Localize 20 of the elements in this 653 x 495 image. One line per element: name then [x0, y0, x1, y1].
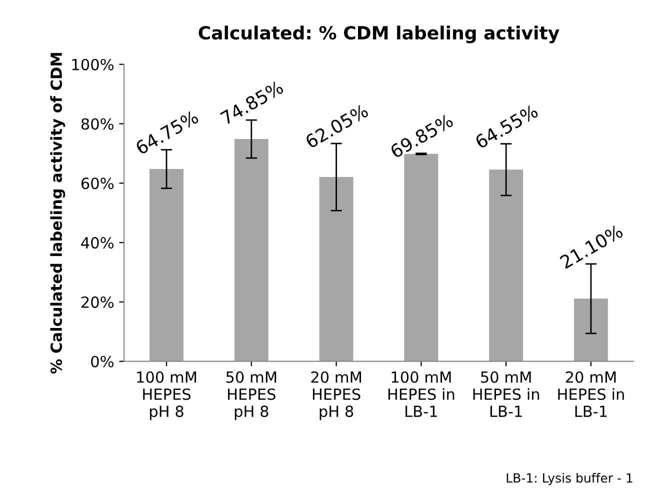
chart-title: Calculated: % CDM labeling activity: [198, 26, 560, 44]
x-tick-label: 20 mM HEPES pH 8: [311, 371, 361, 420]
x-tick-label: 20 mM HEPES in LB-1: [558, 371, 624, 417]
x-tick-label: 100 mM HEPES pH 8: [137, 371, 196, 420]
bar: [150, 169, 184, 362]
y-tick-label: 40%: [81, 237, 114, 249]
x-tick-label: 100 mM HEPES in LB-1: [388, 371, 454, 417]
y-tick-label: 100%: [72, 58, 114, 70]
bar: [574, 298, 608, 362]
y-tick-label: 0%: [91, 356, 114, 368]
bar: [319, 177, 354, 362]
y-tick-label: 80%: [81, 118, 114, 130]
bar: [489, 170, 524, 362]
x-tick-label: 50 mM HEPES pH 8: [226, 371, 276, 420]
x-tick-label: 50 mM HEPES in LB-1: [473, 371, 540, 417]
y-tick-label: 60%: [81, 178, 114, 190]
y-axis-title: % Calculated labeling activity of CDM: [50, 53, 66, 374]
bar: [234, 139, 268, 362]
y-tick-label: 20%: [82, 296, 114, 308]
text: LB-1: Lysis buffer - 1: [506, 473, 632, 486]
